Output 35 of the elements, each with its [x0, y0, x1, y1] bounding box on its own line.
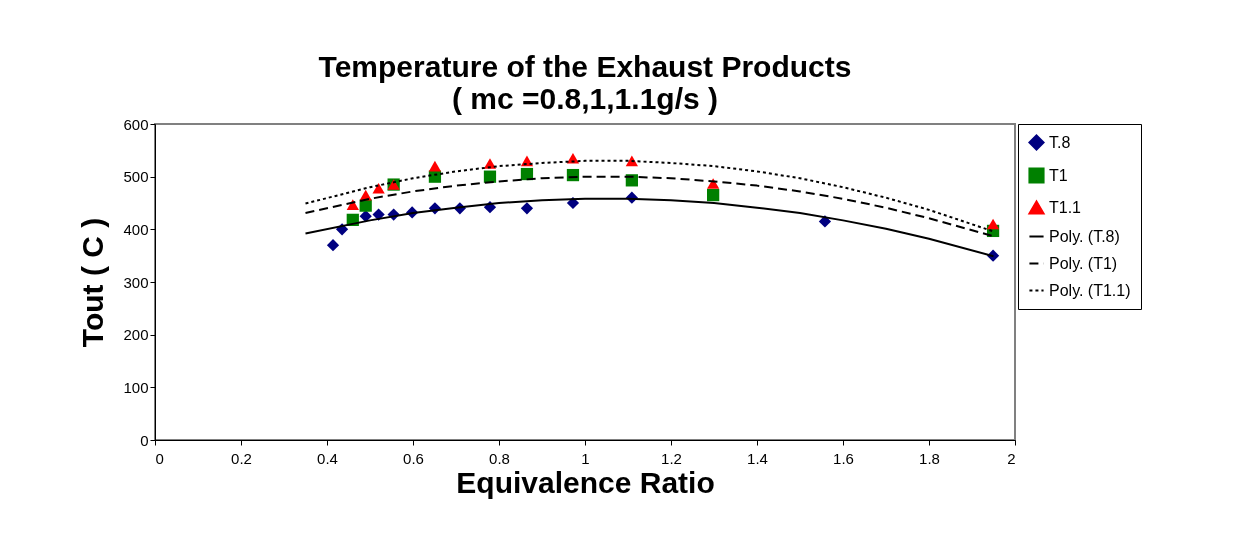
legend-label: T1 — [1049, 166, 1068, 184]
y-tick-label: 500 — [123, 168, 149, 186]
chart-title: Temperature of the Exhaust Products — [318, 50, 852, 83]
point — [986, 218, 1000, 230]
point — [707, 188, 720, 202]
point — [372, 182, 385, 194]
point — [326, 239, 340, 252]
legend-label: T.8 — [1049, 133, 1071, 151]
x-tick-label: 0.2 — [231, 449, 252, 467]
x-tick-label: 2 — [1007, 449, 1016, 467]
y-tick-label: 0 — [140, 431, 149, 449]
legend-label: Poly. (T.8) — [1049, 227, 1120, 245]
x-tick-label: 0.4 — [317, 449, 338, 467]
legend-label: Poly. (T1.1) — [1049, 281, 1131, 299]
x-axis-title: Equivalence Ratio — [456, 465, 715, 499]
legend-label: T1.1 — [1049, 198, 1082, 216]
y-tick-label: 300 — [123, 273, 149, 291]
x-tick-label: 1 — [581, 449, 590, 467]
y-tick-label: 600 — [123, 115, 149, 133]
point — [566, 196, 580, 210]
x-tick-label: 1.2 — [661, 449, 682, 467]
x-tick-label: 1.4 — [747, 449, 768, 467]
x-tick-label: 1.8 — [919, 449, 940, 467]
x-tick-label: 1.6 — [833, 449, 854, 467]
y-axis-title: Tout ( C ) — [76, 217, 110, 348]
y-tick-label: 200 — [123, 326, 149, 344]
x-tick-label: 0.6 — [403, 449, 424, 467]
chart-subtitle: ( mc =0.8,1,1.1g/s ) — [452, 82, 718, 115]
x-tick-label: 0.8 — [489, 449, 510, 467]
x-tick-label: 0 — [155, 449, 164, 467]
point — [428, 160, 442, 172]
y-tick-label: 400 — [123, 220, 149, 238]
legend-label: Poly. (T1) — [1049, 254, 1118, 272]
point — [520, 202, 534, 215]
y-tick-label: 100 — [123, 378, 149, 396]
